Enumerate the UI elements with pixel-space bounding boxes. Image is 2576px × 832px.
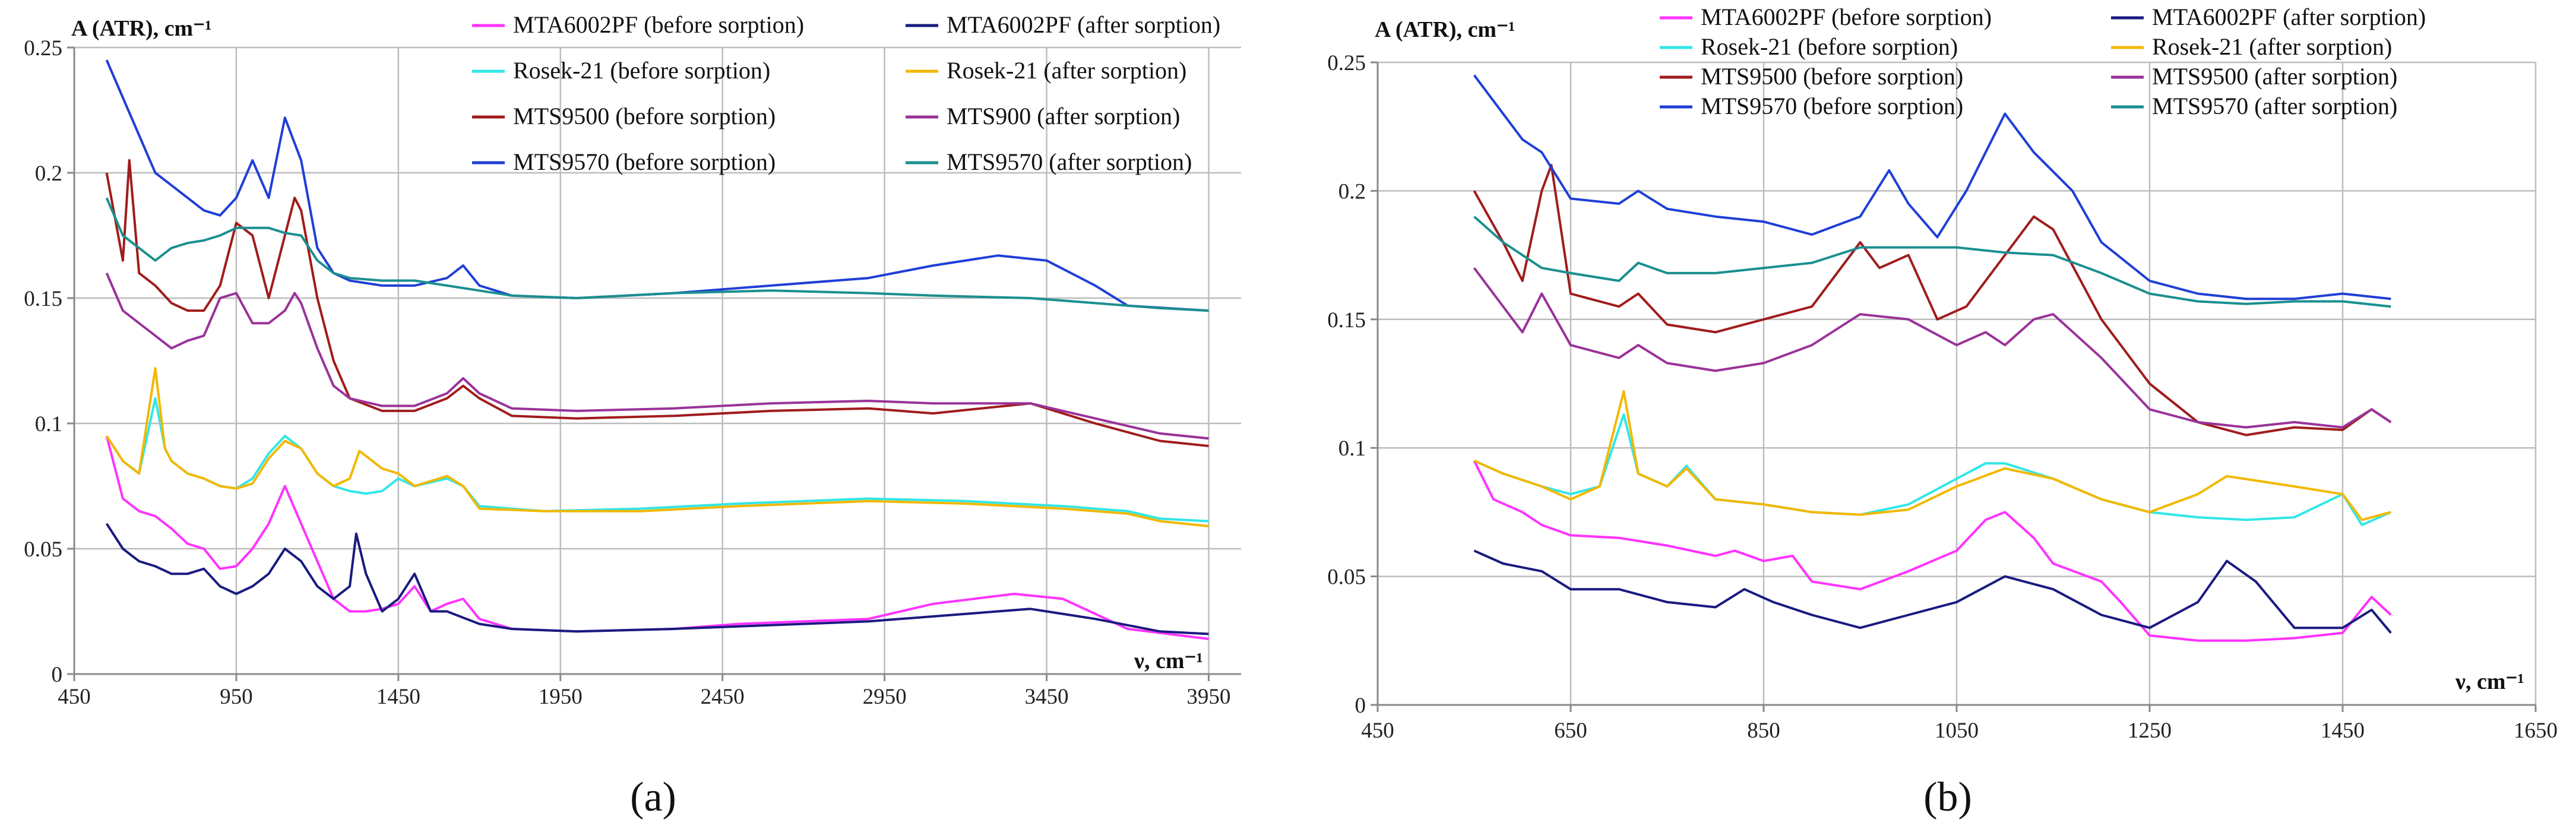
series-line	[105, 523, 1209, 635]
x-tick-label: 450	[1361, 719, 1394, 743]
legend: MTA6002PF (before sorption) MTA6002PF (af…	[1660, 4, 2426, 119]
legend-entry: Rosek-21 (before sorption)	[1701, 33, 1958, 60]
legend-entry: Rosek-21 (after sorption)	[2152, 33, 2392, 60]
series-line	[1473, 549, 2392, 634]
series-line	[105, 273, 1209, 440]
y-tick-label: 0.25	[1327, 51, 1366, 75]
y-axis-title: A (ATR), cm⁻¹	[1375, 17, 1515, 42]
x-tick-label: 650	[1554, 719, 1587, 743]
x-tick-label: 1050	[1935, 719, 1979, 743]
legend-entry: MTS9500 (before sorption)	[1701, 63, 1963, 90]
legend-entry: MTA6002PF (before sorption)	[513, 11, 804, 38]
legend-entry: MTS9570 (before sorption)	[513, 148, 776, 175]
series-line	[1473, 267, 2392, 429]
y-tick-label: 0.2	[35, 162, 62, 186]
x-tick-label: 1950	[539, 685, 583, 709]
x-axis-title: ν, cm⁻¹	[1134, 648, 1203, 673]
legend-entry: MTS9570 (after sorption)	[2152, 93, 2397, 119]
series-line	[105, 197, 1209, 312]
y-tick-label: 0	[1355, 694, 1366, 718]
x-tick-label: 1450	[2321, 719, 2365, 743]
x-tick-label: 1250	[2128, 719, 2172, 743]
chart-b: 0 0.05 0.1 0.15 0.2 0.25 450 650 850 1050 1250 1450…	[1327, 4, 2558, 743]
legend-entry: MTA6002PF (before sorption)	[1701, 4, 1992, 30]
legend: MTA6002PF (before sorption) MTA6002PF (af…	[472, 11, 1220, 175]
legend-entry: Rosek-21 (after sorption)	[947, 57, 1186, 84]
series-line	[105, 435, 1209, 640]
x-tick-label: 2950	[863, 685, 907, 709]
y-tick-label: 0.25	[24, 36, 62, 61]
y-tick-label: 0.05	[24, 537, 62, 562]
x-tick-label: 850	[1747, 719, 1780, 743]
y-tick-label: 0.15	[24, 287, 62, 311]
legend-entry: MTS9570 (after sorption)	[947, 148, 1192, 175]
x-tick-label: 1650	[2514, 719, 2558, 743]
series-line	[1473, 216, 2391, 308]
x-tick-label: 2450	[701, 685, 745, 709]
x-tick-label: 3950	[1186, 685, 1230, 709]
legend-entry: MTS900 (after sorption)	[947, 103, 1180, 129]
y-tick-label: 0.1	[35, 412, 62, 436]
legend-entry: MTS9570 (before sorption)	[1701, 93, 1963, 119]
legend-entry: Rosek-21 (before sorption)	[513, 57, 770, 84]
x-tick-label: 950	[220, 685, 253, 709]
y-tick-label: 0.2	[1338, 179, 1366, 204]
series-line	[1473, 460, 2392, 642]
y-tick-label: 0.1	[1338, 436, 1366, 461]
series-line	[1473, 390, 2391, 521]
series-line	[1473, 74, 2391, 300]
legend-entry: MTA6002PF (after sorption)	[2152, 4, 2426, 30]
x-tick-label: 1450	[376, 685, 420, 709]
x-axis-title: ν, cm⁻¹	[2455, 669, 2524, 694]
series-line	[105, 367, 1209, 527]
y-tick-label: 0.15	[1327, 308, 1366, 333]
legend-entry: MTS9500 (after sorption)	[2152, 63, 2397, 90]
legend-entry: MTA6002PF (after sorption)	[947, 11, 1220, 38]
x-tick-label: 450	[58, 685, 91, 709]
y-tick-label: 0.05	[1327, 565, 1366, 590]
caption-a: (a)	[630, 774, 676, 820]
series-line	[105, 159, 1209, 447]
caption-b: (b)	[1923, 774, 1972, 820]
chart-a: 0 0.05 0.1 0.15 0.2 0.25 450 950 1450 1950 2450 295…	[24, 11, 1241, 709]
series-line	[1473, 164, 2392, 436]
y-axis-title: A (ATR), cm⁻¹	[71, 16, 212, 41]
x-tick-label: 3450	[1025, 685, 1069, 709]
y-tick-label: 0	[52, 663, 63, 687]
legend-entry: MTS9500 (before sorption)	[513, 103, 776, 129]
series-line	[105, 59, 1209, 312]
